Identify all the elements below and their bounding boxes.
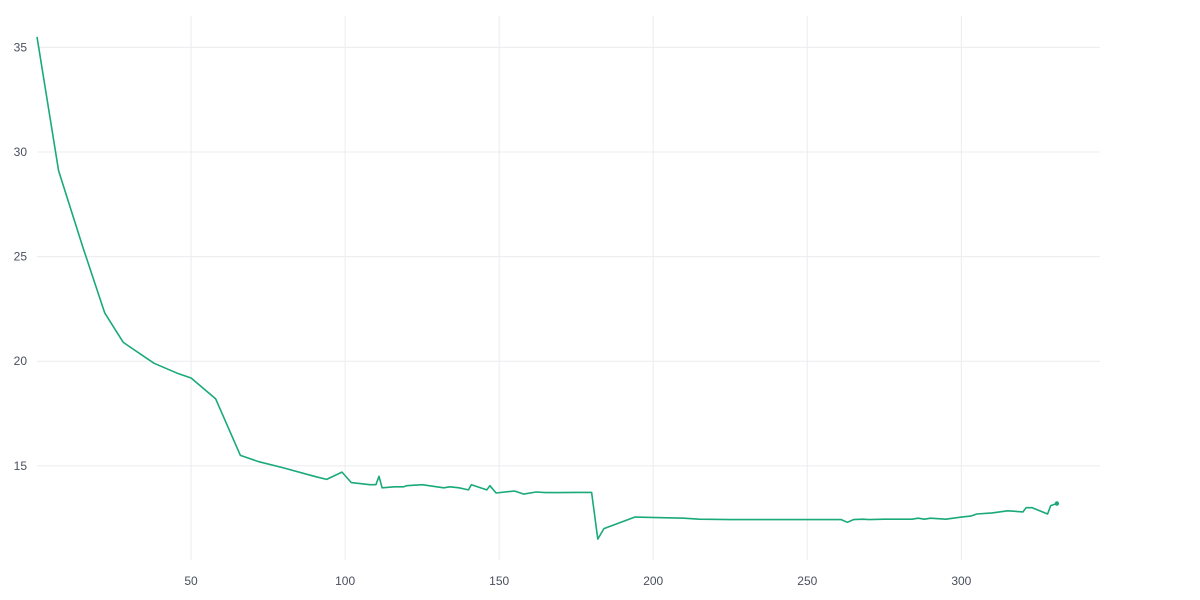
y-axis-tick-labels: 15 20 25 30 35 xyxy=(14,40,28,472)
x-tick-label: 250 xyxy=(797,574,817,588)
series-layer xyxy=(36,36,1060,540)
y-tick-label: 15 xyxy=(14,459,28,473)
x-tick-label: 300 xyxy=(951,574,971,588)
series-line xyxy=(36,36,1058,540)
vertical-gridlines xyxy=(190,16,962,560)
x-tick-label: 200 xyxy=(643,574,663,588)
y-tick-label: 20 xyxy=(14,354,28,368)
x-tick-label: 150 xyxy=(489,574,509,588)
horizontal-gridlines xyxy=(37,46,1100,467)
y-tick-label: 35 xyxy=(14,40,28,54)
x-axis-tick-labels: 50 100 150 200 250 300 xyxy=(184,574,971,588)
series-end-point xyxy=(1054,501,1060,506)
y-tick-label: 30 xyxy=(14,145,28,159)
x-tick-label: 100 xyxy=(335,574,355,588)
y-tick-label: 25 xyxy=(14,250,28,264)
x-tick-label: 50 xyxy=(184,574,198,588)
